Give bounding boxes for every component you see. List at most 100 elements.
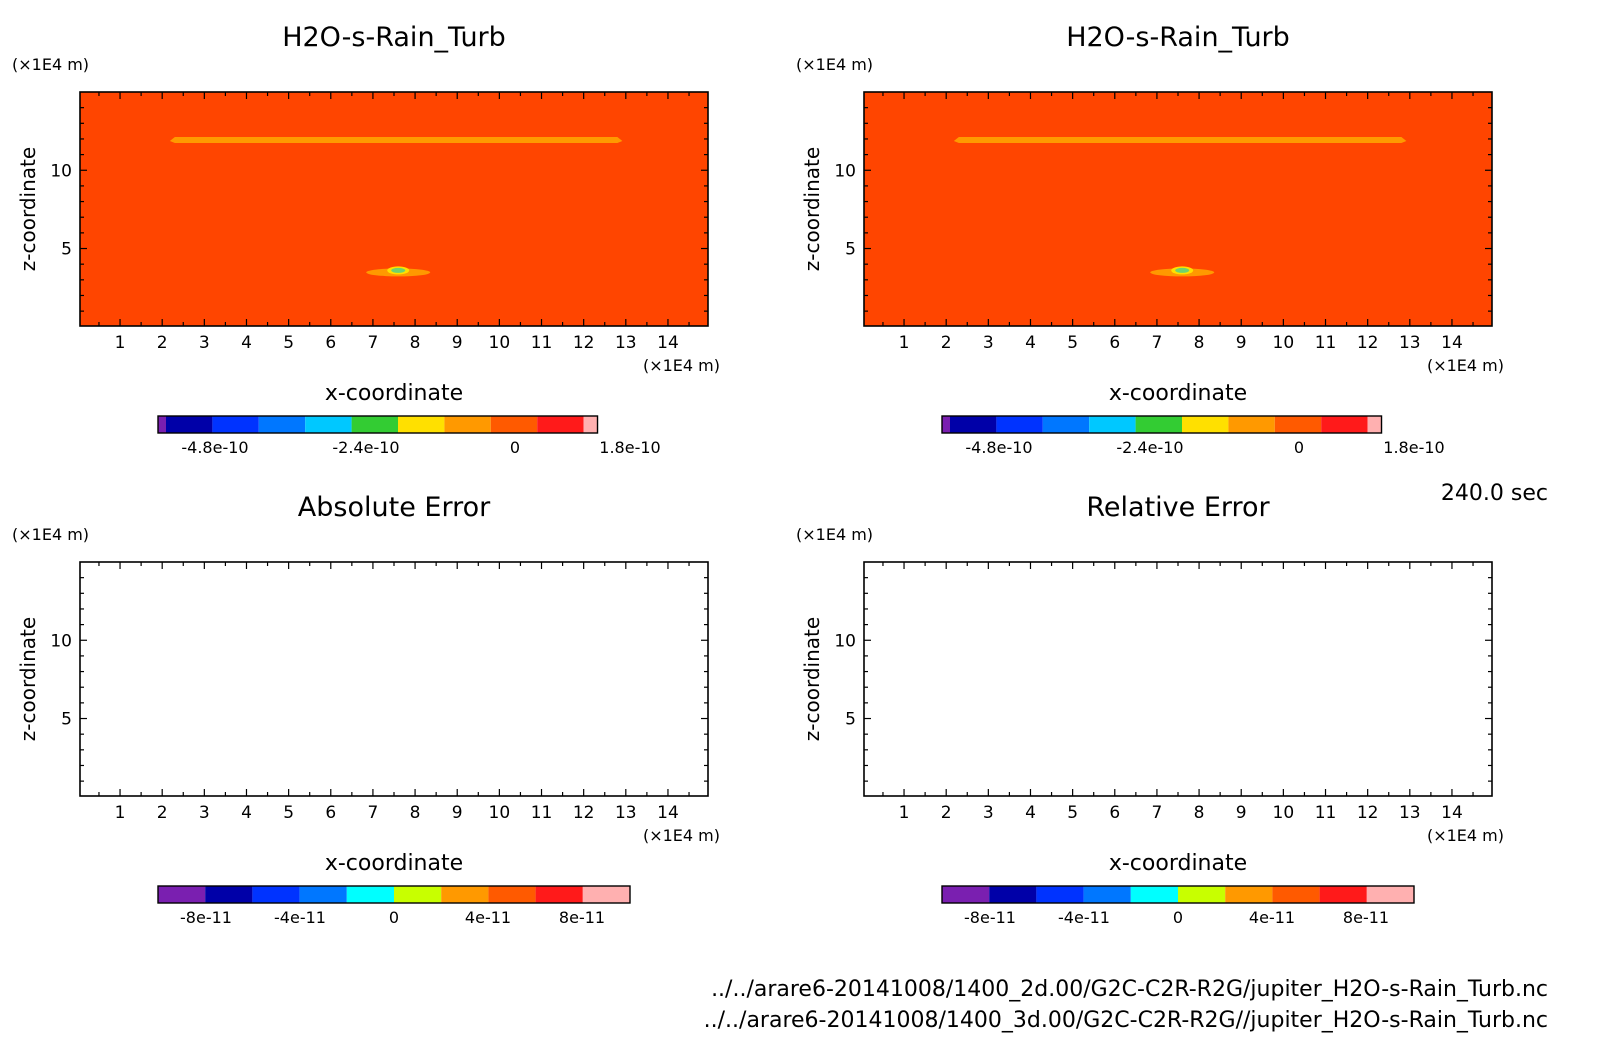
file-path-1: ../../arare6-20141008/1400_2d.00/G2C-C2R… [711, 977, 1548, 1002]
x-tick-label: 10 [1273, 333, 1295, 353]
x-tick-label: 4 [1025, 333, 1036, 353]
colorbar-tick-label: 1.8e-10 [599, 438, 660, 457]
y-unit-label: (×1E4 m) [12, 55, 89, 74]
chart-title: Relative Error [1086, 492, 1270, 523]
colorbar-segment [158, 886, 206, 903]
x-axis-label: x-coordinate [325, 851, 463, 876]
colorbar-frame [941, 415, 1383, 434]
y-axis-label: z-coordinate [800, 617, 824, 741]
x-axis-label: x-coordinate [325, 381, 463, 406]
colorbar-segment [166, 416, 213, 433]
x-tick-label: 11 [531, 333, 553, 353]
colorbar-tick-label: 0 [510, 438, 520, 457]
colorbar-segment [305, 416, 352, 433]
x-tick-label: 5 [1067, 333, 1078, 353]
colorbar-segment [488, 886, 536, 903]
x-tick-label: 7 [368, 333, 379, 353]
x-tick-label: 12 [573, 333, 595, 353]
x-tick-label: 14 [657, 803, 679, 823]
y-unit-label: (×1E4 m) [12, 525, 89, 544]
plot-area [80, 562, 708, 796]
x-tick-label: 7 [368, 803, 379, 823]
x-tick-label: 9 [452, 803, 463, 823]
x-tick-label: 7 [1152, 333, 1163, 353]
x-tick-label: 11 [1315, 803, 1337, 823]
x-unit-label: (×1E4 m) [1427, 356, 1504, 375]
colorbar-segment [583, 416, 598, 433]
x-tick-label: 6 [325, 803, 336, 823]
x-tick-label: 1 [899, 803, 910, 823]
x-tick-label: 4 [241, 803, 252, 823]
y-unit-label: (×1E4 m) [796, 525, 873, 544]
colorbar-segment [1272, 886, 1320, 903]
colorbar-tick-label: 0 [1294, 438, 1304, 457]
x-tick-label: 13 [1399, 803, 1421, 823]
colorbar-segment [299, 886, 347, 903]
x-unit-label: (×1E4 m) [643, 826, 720, 845]
colorbar-tick-label: 8e-11 [1343, 908, 1389, 927]
colorbar-tick-label: -4e-11 [274, 908, 326, 927]
x-tick-label: 13 [1399, 333, 1421, 353]
x-tick-label: 14 [1441, 333, 1463, 353]
x-tick-label: 13 [615, 333, 637, 353]
colorbar-segment [950, 416, 997, 433]
x-tick-label: 13 [615, 803, 637, 823]
plot-area [864, 562, 1492, 796]
x-tick-label: 11 [1315, 333, 1337, 353]
colorbar-segment [537, 416, 584, 433]
x-tick-label: 6 [1109, 803, 1120, 823]
x-unit-label: (×1E4 m) [643, 356, 720, 375]
colorbar-tick-label: -8e-11 [964, 908, 1016, 927]
y-tick-label: 5 [61, 240, 72, 260]
x-tick-label: 14 [657, 333, 679, 353]
x-tick-label: 9 [1236, 803, 1247, 823]
colorbar-tick-label: 0 [1173, 908, 1183, 927]
y-unit-label: (×1E4 m) [796, 55, 873, 74]
chart-title: H2O-s-Rain_Turb [282, 22, 506, 53]
colorbar-segment [205, 886, 253, 903]
y-tick-label: 5 [845, 710, 856, 730]
x-unit-label: (×1E4 m) [1427, 826, 1504, 845]
colorbar-segment [1042, 416, 1090, 433]
x-tick-label: 8 [410, 333, 421, 353]
x-tick-label: 12 [1357, 333, 1379, 353]
y-tick-label: 5 [61, 710, 72, 730]
colorbar-segment [1228, 416, 1275, 433]
x-tick-label: 3 [199, 803, 210, 823]
colorbar-segment [394, 886, 442, 903]
colorbar-segment [346, 886, 394, 903]
plot-area [864, 92, 1492, 326]
colorbar-tick-label: 4e-11 [465, 908, 511, 927]
colorbar-segment [490, 416, 538, 433]
x-axis-label: x-coordinate [1109, 851, 1247, 876]
colorbar-segment [212, 416, 259, 433]
x-tick-label: 6 [325, 333, 336, 353]
colorbar-tick-label: -4.8e-10 [965, 438, 1032, 457]
colorbar-frame [157, 415, 599, 434]
x-tick-label: 10 [1273, 803, 1295, 823]
colorbar-segment [1274, 416, 1322, 433]
y-tick-label: 10 [834, 631, 856, 651]
chart-panel-1: H2O-s-Rain_Turb(×1E4 m)(×1E4 m)1 2 3 4 5 6 7 8 9… [12, 22, 720, 457]
colorbar-segment [441, 886, 489, 903]
x-tick-label: 2 [157, 803, 168, 823]
y-axis-label: z-coordinate [16, 617, 40, 741]
x-axis-label: x-coordinate [1109, 381, 1247, 406]
x-tick-label: 9 [1236, 333, 1247, 353]
x-tick-label: 6 [1109, 333, 1120, 353]
colorbar-tick-label: -4e-11 [1058, 908, 1110, 927]
x-tick-label: 12 [1357, 803, 1379, 823]
colorbar-segment [1130, 886, 1178, 903]
colorbar-tick-label: 1.8e-10 [1383, 438, 1444, 457]
colorbar-segment [1366, 886, 1414, 903]
x-tick-label: 1 [115, 333, 126, 353]
plot-area [80, 92, 708, 326]
file-path-2: ../../arare6-20141008/1400_3d.00/G2C-C2R… [704, 1008, 1548, 1033]
colorbar-segment [1135, 416, 1182, 433]
colorbar-segment [1321, 416, 1368, 433]
x-tick-label: 3 [983, 333, 994, 353]
chart-panel-4: Relative Error(×1E4 m)(×1E4 m)1 2 3 4 5 6 7 8 9 1… [796, 492, 1504, 927]
colorbar-tick-label: 4e-11 [1249, 908, 1295, 927]
x-tick-label: 7 [1152, 803, 1163, 823]
y-tick-label: 10 [834, 161, 856, 181]
